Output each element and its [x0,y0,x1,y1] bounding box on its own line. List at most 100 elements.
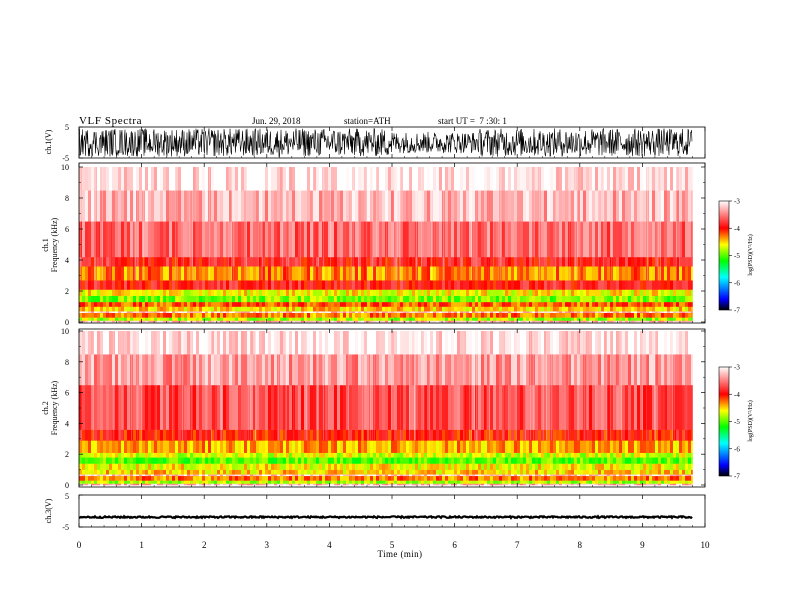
spectrogram-cell [313,483,317,486]
spectrogram-cell [397,311,401,313]
spectrogram-cell [232,306,236,312]
spectrogram-cell [661,475,665,481]
spectrogram-cell [589,474,593,477]
spectrogram-cell [487,256,491,267]
spectrogram-cell [433,190,437,222]
spectrogram-cell [103,463,107,470]
spectrogram-cell [664,311,668,313]
spectrogram-cell [442,320,446,323]
spectrogram-cell [631,483,635,486]
spectrogram-cell [139,190,143,222]
spectrogram-cell [244,320,248,323]
spectrogram-cell [571,483,575,486]
spectrogram-cell [547,452,551,458]
spectrogram-cell [346,463,350,470]
spectrogram-cell [634,306,638,312]
spectrogram-cell [541,457,545,464]
spectrogram-cell [352,306,356,312]
spectrogram-cell [346,429,350,441]
spectrogram-cell [520,457,524,464]
spectrogram-cell [592,440,596,453]
spectrogram-cell [268,475,272,481]
spectrogram-cell [598,306,602,312]
spectrogram-cell [157,301,161,307]
spectrogram-cell [574,463,578,470]
spectrogram-cell [334,311,338,313]
spectrogram-cell [604,295,608,303]
spectrogram-cell [112,312,116,318]
spectrogram-cell [379,474,383,477]
spectrogram-cell [589,312,593,318]
spectrogram-cell [586,440,590,453]
spectrogram-cell [373,256,377,267]
spectrogram-cell [298,457,302,464]
spectrogram-cell [169,167,173,191]
spectrogram-cell [448,312,452,318]
spectrogram-cell [112,457,116,464]
spectrogram-cell [289,190,293,222]
spectrogram-cell [625,266,629,281]
spectrogram-cell [253,320,257,323]
spectrogram-cell [610,320,614,323]
spectrogram-cell [433,469,437,475]
spectrogram-cell [400,306,404,312]
spectrogram-cell [580,312,584,318]
spectrogram-cell [199,452,203,458]
spectrogram-cell [439,480,443,484]
spectrogram-cell [301,221,305,258]
spectrogram-cell [238,429,242,441]
spectrogram-cell [184,289,188,296]
spectrogram-cell [319,311,323,313]
spectrogram-cell [469,256,473,267]
spectrogram-cell [247,440,251,453]
spectrogram-cell [523,320,527,323]
spectrogram-cell [91,311,95,313]
spectrogram-cell [79,311,83,313]
spectrogram-cell [169,306,173,312]
spectrogram-cell [94,475,98,481]
spectrogram-cell [421,480,425,484]
spectrogram-cell [382,440,386,453]
spectrogram-cell [550,266,554,281]
spectrogram-cell [79,480,83,484]
spectrogram-cell [568,440,572,453]
spectrogram-cell [466,311,470,313]
spectrogram-cell [613,440,617,453]
spectrogram-cell [424,480,428,484]
spectrogram-band [79,295,693,303]
spectrogram-cell [88,280,92,290]
spectrogram-cell [451,295,455,303]
spectrogram-cell [187,221,191,258]
spectrogram-cell [364,317,368,321]
spectrogram-cell [634,295,638,303]
spectrogram-cell [364,301,368,307]
spectrogram-cell [403,167,407,191]
spectrogram-cell [277,475,281,481]
spectrogram-cell [457,457,461,464]
spectrogram-cell [379,469,383,475]
spectrogram-cell [373,221,377,258]
spectrogram-cell [166,221,170,258]
spectrogram-cell [307,280,311,290]
spectrogram-cell [496,457,500,464]
spectrogram-cell [325,312,329,318]
spectrogram-cell [586,452,590,458]
spectrogram-cell [325,301,329,307]
spectrogram-cell [151,295,155,303]
spectrogram-cell [385,289,389,296]
spectrogram-cell [370,167,374,191]
spectrogram-cell [163,475,167,481]
spectrogram-cell [553,452,557,458]
spectrogram-cell [559,295,563,303]
spectrogram-cell [322,440,326,453]
spectrogram-cell [115,306,119,312]
spectrogram-cell [688,280,692,290]
spectrogram-cell [226,469,230,475]
spectrogram-cell [289,312,293,318]
spectrogram-cell [571,475,575,481]
spectrogram-cell [166,311,170,313]
spectrogram-cell [280,317,284,321]
spectrogram-cell [334,280,338,290]
spectrogram-cell [292,474,296,477]
spectrogram-cell [208,280,212,290]
